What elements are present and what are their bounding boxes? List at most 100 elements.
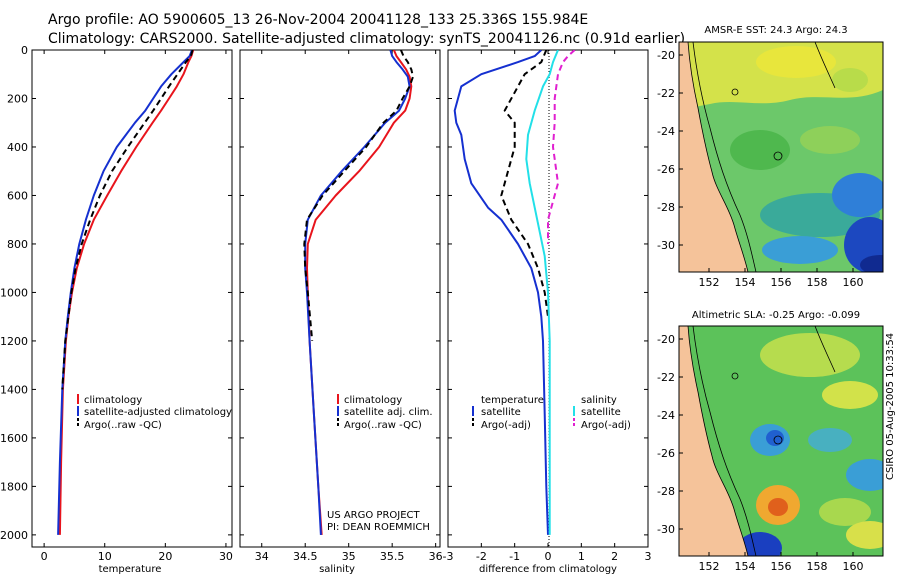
x-tick-label: 3 [645,550,652,563]
x-tick-label: 0 [41,550,48,563]
sla-high-region [822,381,878,409]
map-y-tick-label: -22 [657,371,675,384]
temperature-panel-frame [31,49,233,548]
project-name: US ARGO PROJECT [327,510,421,521]
legend-title-salinity: salinity [581,395,617,406]
temperature-axes: 0 10 20 30 0 200 400 600 800 1000 1200 1400 1600 1800… [0,44,233,563]
y-tick-label: 2000 [0,529,28,542]
map-x-tick-label: 154 [735,560,756,573]
x-tick-label: 2 [611,550,618,563]
difference-series [453,50,576,535]
sst-map-title: AMSR-E SST: 24.3 Argo: 24.3 [704,25,847,36]
legend-label-temp-argo: Argo(-adj) [481,420,531,431]
series-line-temperature-satellite [453,50,549,535]
y-tick-label: 400 [7,141,28,154]
sla-map [679,326,883,556]
salinity-series [303,50,414,535]
map-y-tick-label: -24 [657,125,675,138]
x-tick-label: -3 [443,550,454,563]
map-x-tick-label: 160 [843,276,864,289]
x-tick-label: -2 [476,550,487,563]
y-tick-label: 0 [21,44,28,57]
temperature-legend: climatology satellite-adjusted climatolo… [77,394,232,431]
legend-label-argo: Argo(..raw -QC) [344,420,422,431]
x-tick-label: 1 [578,550,585,563]
sla-high-region [846,521,883,549]
sla-contour [814,326,836,373]
series-line-salinity-argo-adj- [547,50,576,244]
y-tick-label: 1200 [0,335,28,348]
legend-label-climatology: climatology [84,395,142,406]
sla-land [679,326,749,556]
map-x-tick-label: 160 [843,560,864,573]
sst-warm-patch [832,68,868,92]
temperature-xlabel: temperature [99,564,162,575]
series-line-argo-raw-qc- [61,50,194,390]
y-tick-label: 1600 [0,432,28,445]
title-line-2: Climatology: CARS2000. Satellite-adjuste… [48,31,685,47]
sla-map-title: Altimetric SLA: -0.25 Argo: -0.099 [692,310,860,321]
map-x-tick-label: 152 [699,560,720,573]
temperature-series [57,50,195,535]
map-x-tick-label: 154 [735,276,756,289]
map-x-tick-label: 158 [807,276,828,289]
x-tick-label: 34 [255,550,269,563]
x-tick-label: 34.5 [293,550,318,563]
x-tick-label: 30 [219,550,233,563]
argo-float-marker-sst [773,151,783,161]
map-x-tick-label: 152 [699,276,720,289]
y-tick-label: 1400 [0,383,28,396]
x-tick-label: -1 [509,550,520,563]
legend-label-sal-argo: Argo(-adj) [581,420,631,431]
map-y-tick-label: -20 [657,333,675,346]
seamount-contour [731,372,739,380]
x-tick-label: 35.5 [380,550,405,563]
y-tick-label: 1800 [0,480,28,493]
map-y-tick-label: -26 [657,447,675,460]
x-tick-label: 20 [158,550,172,563]
argo-float-marker-sla [773,435,783,445]
sst-map-axes: 152 154 156 158 160 -20 -22 -24 -26 -28 -30 [657,49,863,289]
sla-high-region [819,498,871,526]
salinity-panel-frame [239,49,441,548]
sst-land [679,42,749,272]
difference-axes: -3 -2 -1 0 1 2 3 [443,49,652,563]
legend-label-argo: Argo(..raw -QC) [84,420,162,431]
difference-legend: temperature satellite Argo(-adj) salinit… [472,395,631,431]
y-tick-label: 800 [7,238,28,251]
x-tick-label: 35 [342,550,356,563]
series-line-temperature-argo-adj- [500,50,549,317]
map-x-tick-label: 158 [807,560,828,573]
salinity-legend: climatology satellite adj. clim. Argo(..… [337,394,433,431]
sla-high-region [760,333,860,377]
sst-patch [730,130,790,170]
series-line-satellite-adjusted-climatology [57,50,193,535]
sst-contour [692,42,757,272]
map-y-tick-label: -28 [657,201,675,214]
sla-contour [692,326,757,556]
map-y-tick-label: -30 [657,239,675,252]
series-line-satellite-adj-clim- [304,50,411,535]
seamount-contour [731,88,739,96]
sst-patch [800,126,860,154]
map-y-tick-label: -26 [657,163,675,176]
sla-low-core [738,532,782,556]
sst-map [679,42,883,272]
sla-low-region [846,459,883,491]
x-tick-label: 36 [429,550,443,563]
salinity-axes: 34 34.5 35 35.5 36 [240,49,443,563]
sst-cold-core [860,255,883,272]
csiro-timestamp: CSIRO 05-Aug-2005 10:33:54 [885,333,896,480]
sla-low-region [808,428,852,452]
legend-label-temp-satellite: satellite [481,407,521,418]
project-pi: PI: DEAN ROEMMICH [327,522,430,533]
sla-map-axes: 152 154 156 158 160 -20 -22 -24 -26 -28 -30 [657,333,863,573]
legend-label-satellite: satellite adj. clim. [344,407,433,418]
map-y-tick-label: -20 [657,49,675,62]
legend-title-temperature: temperature [481,395,544,406]
sst-hot-spot [756,46,836,78]
y-tick-label: 600 [7,189,28,202]
map-y-tick-label: -30 [657,523,675,536]
map-x-tick-label: 156 [771,560,792,573]
